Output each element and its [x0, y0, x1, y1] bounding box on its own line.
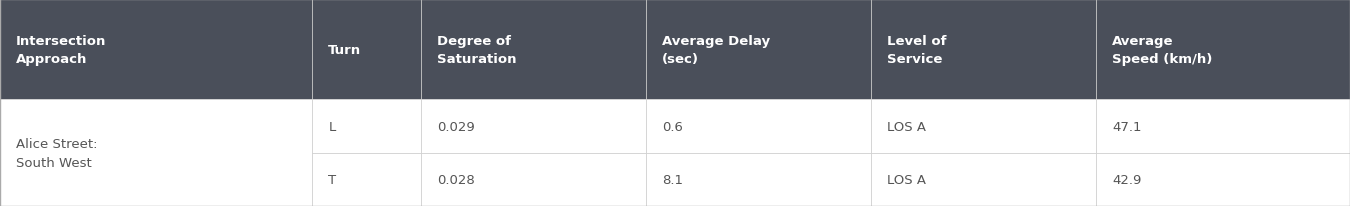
Bar	[421, 153, 645, 206]
Text: 8.1: 8.1	[662, 173, 683, 186]
Text: LOS A: LOS A	[887, 120, 926, 133]
Bar	[0, 0, 312, 100]
Text: Intersection
Approach: Intersection Approach	[16, 35, 107, 65]
Text: 0.029: 0.029	[437, 120, 475, 133]
Text: 47.1: 47.1	[1112, 120, 1142, 133]
Text: LOS A: LOS A	[887, 173, 926, 186]
Bar	[645, 100, 871, 153]
Text: 0.028: 0.028	[437, 173, 475, 186]
Bar	[871, 100, 1096, 153]
Text: T: T	[328, 173, 336, 186]
Text: Alice Street:
South West: Alice Street: South West	[16, 137, 97, 169]
Text: Level of
Service: Level of Service	[887, 35, 946, 65]
Bar	[871, 0, 1096, 100]
Text: 42.9: 42.9	[1112, 173, 1142, 186]
Text: Turn: Turn	[328, 43, 362, 56]
Bar	[1096, 153, 1350, 206]
Text: L: L	[328, 120, 336, 133]
Text: 0.6: 0.6	[662, 120, 683, 133]
Text: Average Delay
(sec): Average Delay (sec)	[662, 35, 771, 65]
Bar	[421, 100, 645, 153]
Bar	[312, 0, 421, 100]
Bar	[312, 153, 421, 206]
Bar	[645, 153, 871, 206]
Bar	[1096, 0, 1350, 100]
Bar	[871, 153, 1096, 206]
Bar	[312, 100, 421, 153]
Text: Average
Speed (km/h): Average Speed (km/h)	[1112, 35, 1212, 65]
Bar	[645, 0, 871, 100]
Bar	[421, 0, 645, 100]
Bar	[1096, 100, 1350, 153]
Text: Degree of
Saturation: Degree of Saturation	[437, 35, 517, 65]
Bar	[0, 100, 312, 206]
